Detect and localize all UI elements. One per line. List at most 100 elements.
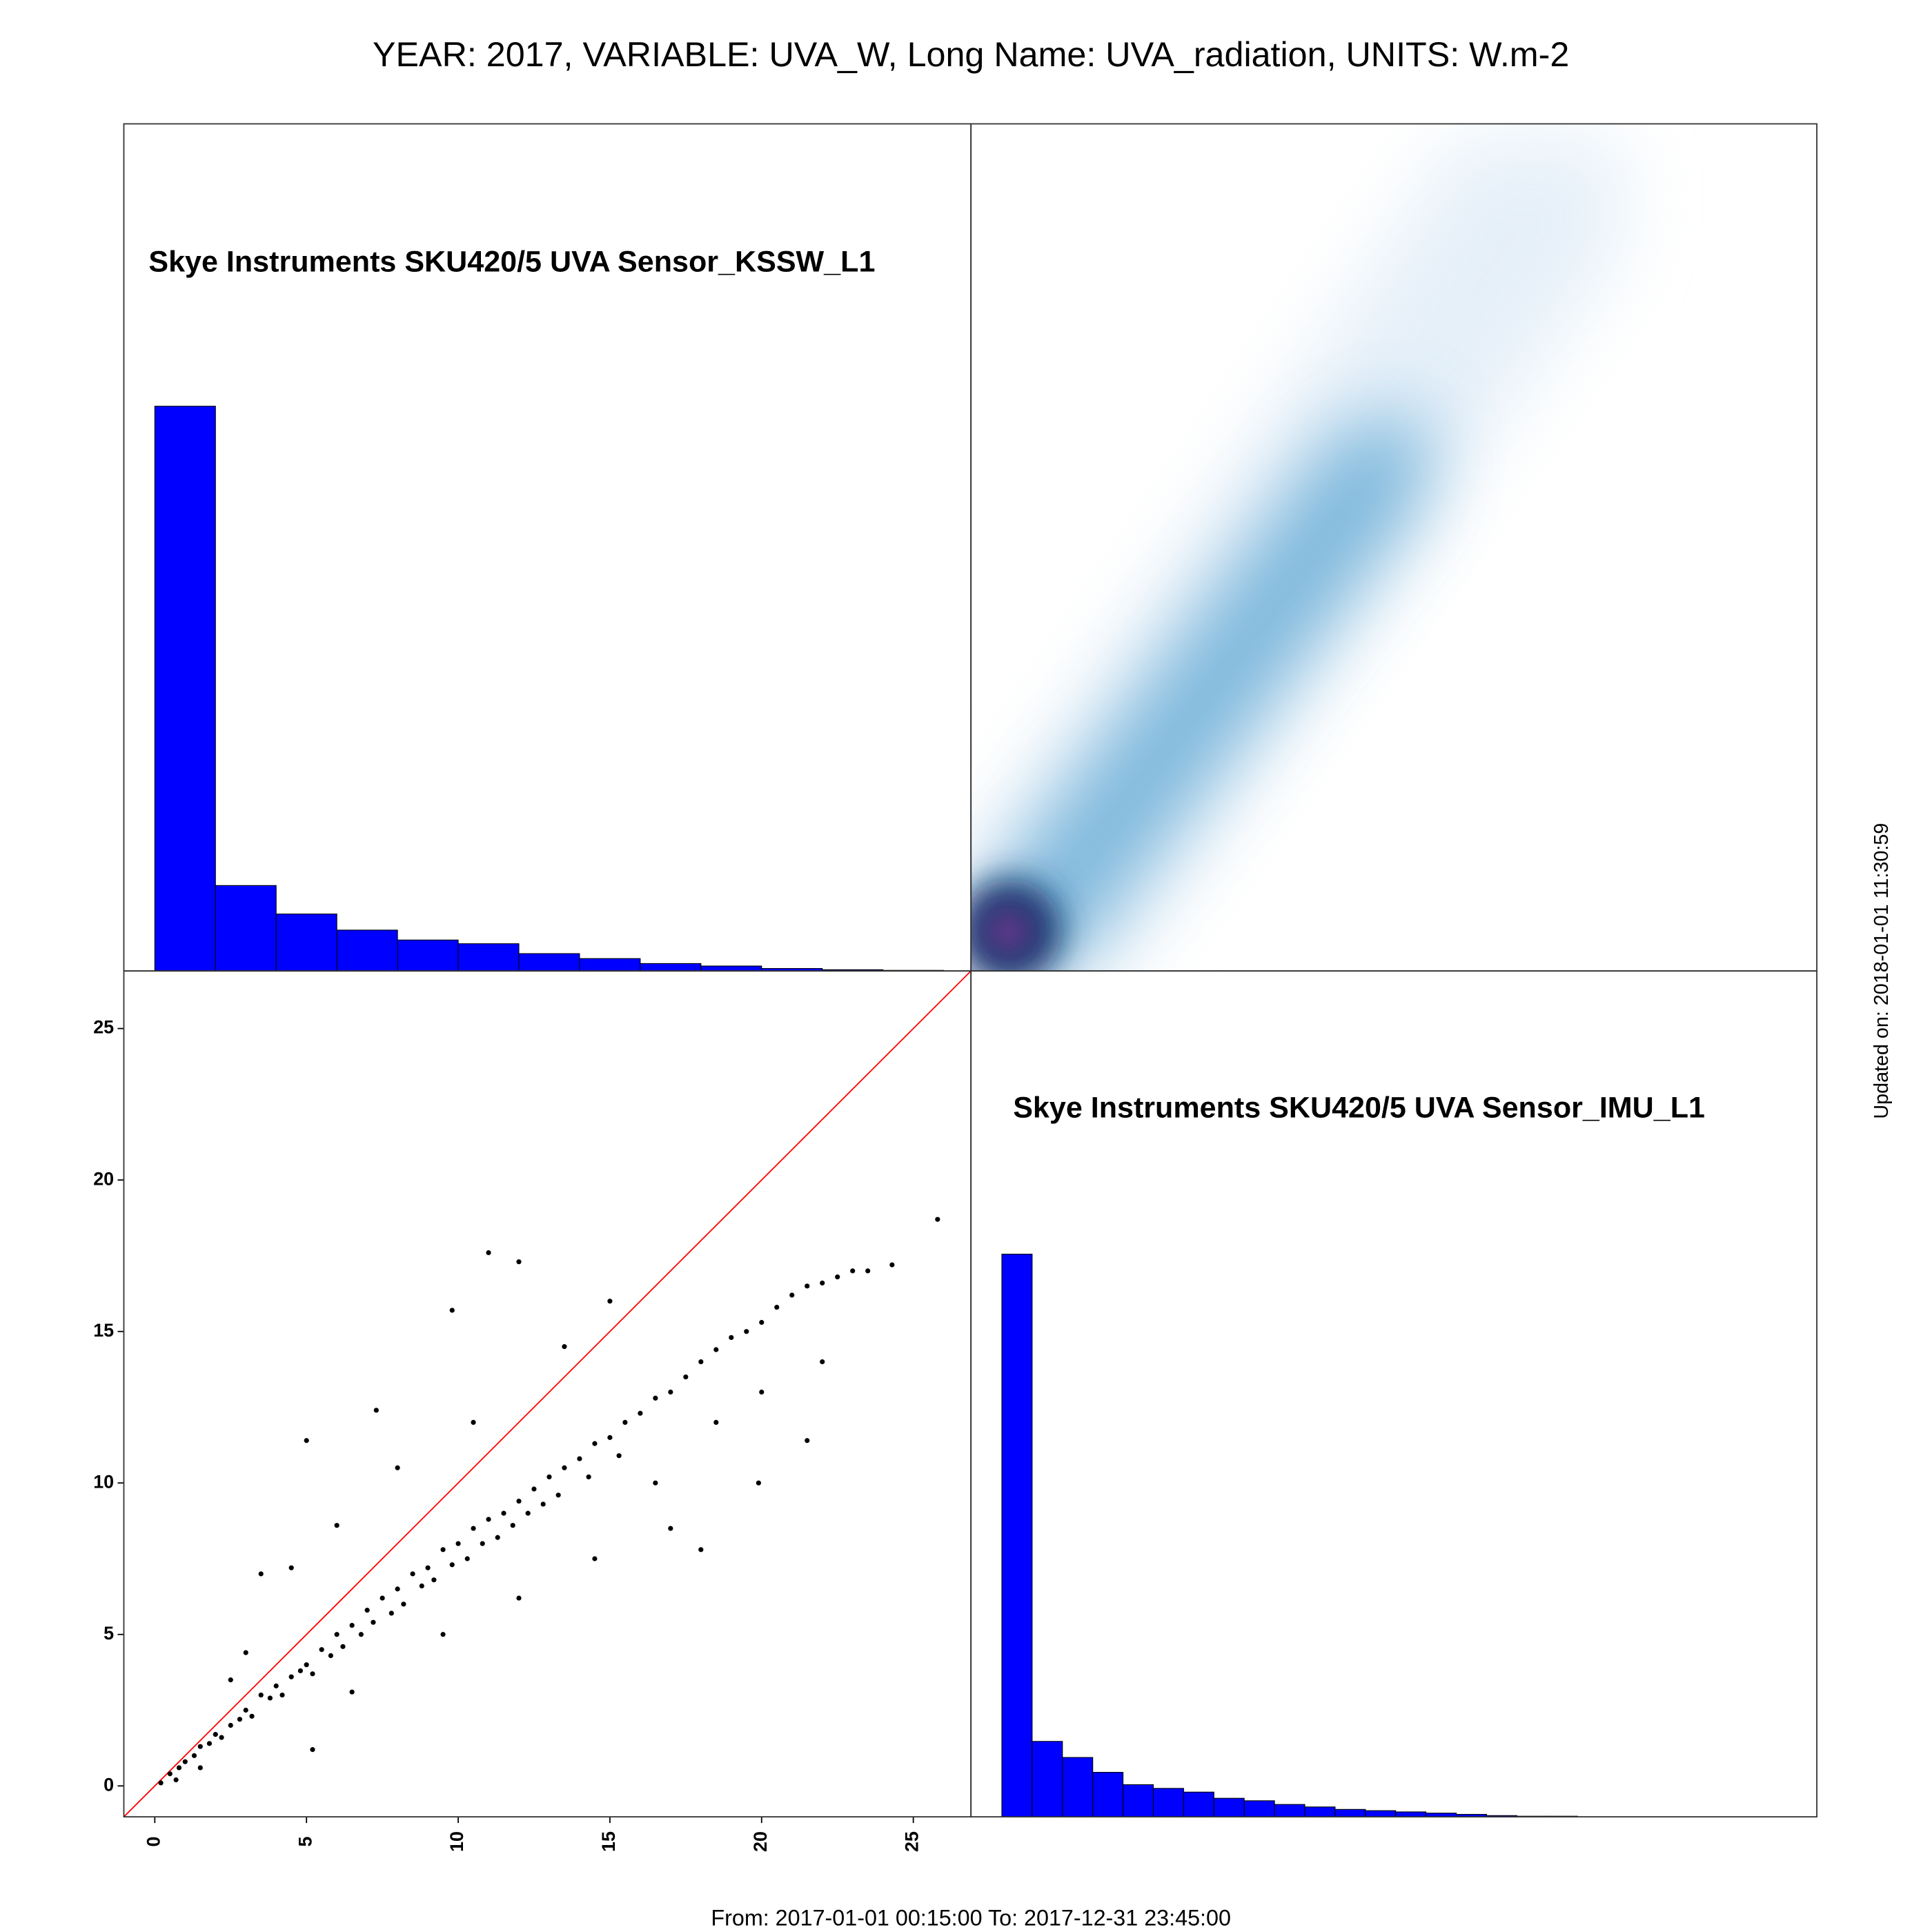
point (310, 1671, 315, 1677)
point (577, 1456, 582, 1461)
point (586, 1474, 591, 1480)
point (173, 1777, 179, 1783)
panel-label: Skye Instruments SKU420/5 UVA Sensor_KSS… (148, 246, 875, 279)
density-peak-center (988, 911, 1028, 952)
histogram-bar (1304, 1806, 1336, 1817)
point (789, 1292, 795, 1298)
point (425, 1565, 431, 1570)
point (850, 1268, 856, 1274)
histogram-bar (579, 958, 641, 972)
density-panel (971, 136, 1623, 972)
histogram-bar (700, 965, 762, 972)
y-tick-label: 5 (103, 1623, 114, 1644)
point (501, 1510, 506, 1516)
point (495, 1535, 500, 1540)
point (449, 1308, 455, 1313)
point (279, 1692, 285, 1698)
point (668, 1389, 673, 1395)
histogram-bar (457, 943, 520, 972)
point (364, 1608, 370, 1613)
x-tick-label: 20 (750, 1831, 771, 1852)
point (820, 1280, 825, 1286)
point (197, 1765, 203, 1771)
histogram-bar (215, 885, 277, 972)
point (273, 1683, 279, 1688)
point (683, 1374, 689, 1380)
y-tick-label: 20 (93, 1168, 114, 1189)
point (653, 1395, 658, 1401)
y-tick-label: 0 (103, 1774, 114, 1795)
point (820, 1359, 825, 1365)
histogram-bar (154, 406, 216, 972)
point (562, 1465, 567, 1470)
histogram-bar (336, 929, 398, 972)
point (805, 1283, 810, 1289)
y-tick-label: 15 (93, 1320, 114, 1341)
histogram-bar (1365, 1810, 1397, 1817)
point (258, 1571, 264, 1577)
point (219, 1735, 224, 1740)
point (759, 1319, 765, 1325)
point (340, 1644, 346, 1649)
panel-frame (970, 970, 1817, 1817)
point (395, 1465, 400, 1470)
point (464, 1556, 470, 1561)
histogram-bar (1123, 1784, 1154, 1817)
point (388, 1610, 394, 1616)
x-tick-label: 25 (902, 1831, 923, 1852)
panel-label: Skye Instruments SKU420/5 UVA Sensor_IMU… (1013, 1092, 1705, 1125)
page-title: YEAR: 2017, VARIABLE: UVA_W, Long Name: … (373, 35, 1569, 74)
histogram-bar (1213, 1797, 1245, 1817)
point (668, 1526, 673, 1531)
point (744, 1329, 749, 1334)
point (540, 1501, 546, 1507)
point (555, 1492, 561, 1498)
point (653, 1480, 658, 1486)
point (258, 1692, 264, 1698)
point (379, 1595, 385, 1601)
histogram-bar (640, 963, 702, 972)
point (349, 1622, 355, 1628)
point (297, 1668, 303, 1674)
point (622, 1419, 628, 1425)
point (616, 1453, 622, 1459)
point (319, 1647, 324, 1653)
histogram-bar (1032, 1741, 1063, 1817)
point (401, 1601, 406, 1607)
point (865, 1268, 871, 1274)
point (410, 1571, 415, 1577)
point (440, 1632, 446, 1637)
y-tick-label: 10 (93, 1471, 114, 1492)
point (304, 1662, 309, 1668)
point (525, 1510, 531, 1516)
point (191, 1753, 197, 1758)
point (729, 1334, 734, 1341)
point (471, 1419, 476, 1425)
histogram-bar (1152, 1788, 1184, 1817)
point (358, 1632, 364, 1637)
point (756, 1480, 761, 1486)
point (395, 1586, 400, 1592)
point (480, 1541, 485, 1546)
histogram-bar (397, 939, 459, 972)
point (334, 1632, 339, 1637)
point (431, 1577, 437, 1583)
histogram-bar (1274, 1804, 1305, 1817)
point (592, 1556, 598, 1561)
point (288, 1565, 294, 1570)
point (334, 1523, 339, 1528)
point (607, 1435, 613, 1440)
point (158, 1780, 164, 1786)
histogram-bar (1395, 1811, 1427, 1817)
point (835, 1274, 840, 1280)
point (304, 1438, 309, 1443)
point (562, 1344, 567, 1350)
point (167, 1771, 172, 1777)
point (607, 1299, 613, 1304)
histogram-bar (275, 914, 337, 972)
point (349, 1689, 355, 1695)
point (176, 1765, 182, 1771)
point (243, 1707, 248, 1713)
point (698, 1547, 704, 1552)
